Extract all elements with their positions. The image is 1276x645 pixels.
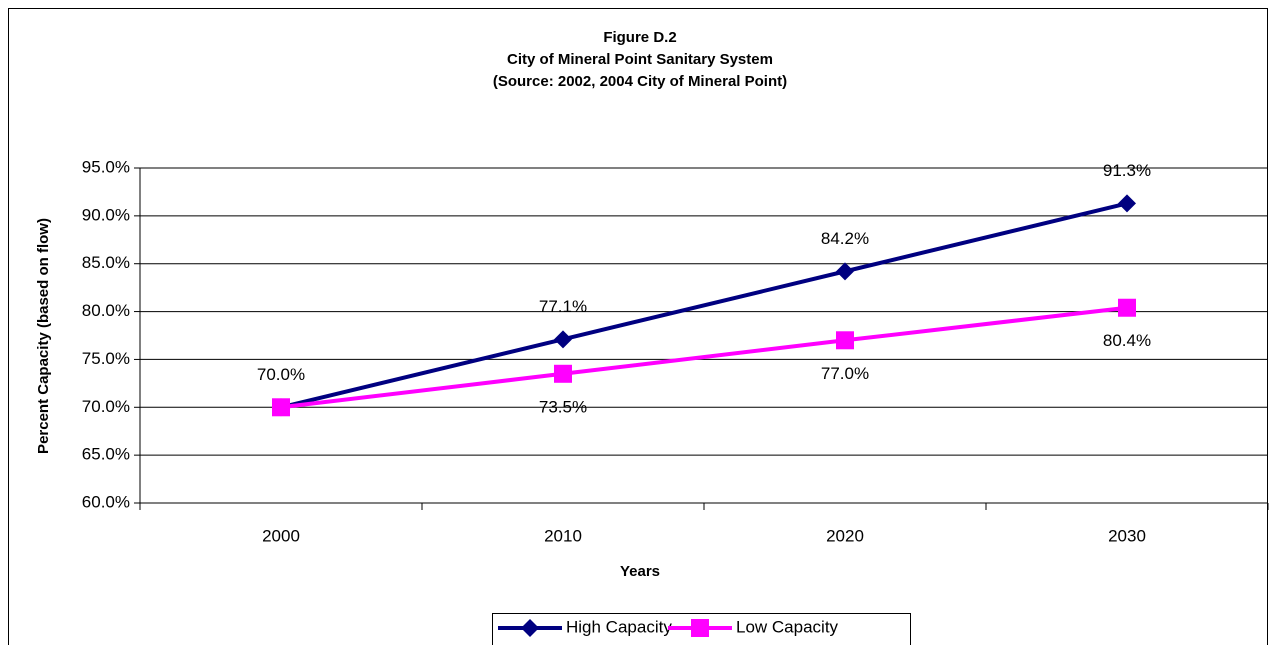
data-label: 73.5% <box>539 397 587 416</box>
x-tick-label: 2000 <box>262 526 300 545</box>
x-tick-label: 2010 <box>544 526 582 545</box>
data-label: 84.2% <box>821 229 869 248</box>
y-tick-label: 60.0% <box>82 492 130 511</box>
chart-frame <box>8 8 1268 645</box>
x-axis-label: Years <box>620 563 660 580</box>
data-label: 80.4% <box>1103 331 1151 350</box>
legend-marker <box>521 619 539 637</box>
chart-source: (Source: 2002, 2004 City of Mineral Poin… <box>493 73 787 90</box>
y-tick-label: 65.0% <box>82 445 130 464</box>
point-marker <box>1118 298 1136 317</box>
chart-subtitle: City of Mineral Point Sanitary System <box>507 51 773 68</box>
y-tick-label: 75.0% <box>82 349 130 368</box>
point-marker <box>272 398 290 417</box>
chart-title: Figure D.2 <box>603 29 676 46</box>
point-marker <box>554 330 572 349</box>
y-tick-label: 90.0% <box>82 205 130 224</box>
series-line <box>280 305 1128 410</box>
y-tick-label: 80.0% <box>82 301 130 320</box>
legend-label: High Capacity <box>566 617 672 636</box>
point-marker <box>1118 194 1136 213</box>
y-tick-label: 95.0% <box>82 157 130 176</box>
data-label: 77.1% <box>539 297 587 316</box>
y-tick-label: 85.0% <box>82 253 130 272</box>
y-axis-label: Percent Capacity (based on flow) <box>35 218 52 454</box>
data-label: 70.0% <box>257 365 305 384</box>
series-line <box>280 201 1128 410</box>
y-tick-label: 70.0% <box>82 397 130 416</box>
data-label: 77.0% <box>821 364 869 383</box>
x-tick-label: 2030 <box>1108 526 1146 545</box>
point-marker <box>554 364 572 383</box>
x-tick-label: 2020 <box>826 526 864 545</box>
data-label: 91.3% <box>1103 161 1151 180</box>
point-marker <box>836 331 854 350</box>
legend-label: Low Capacity <box>736 617 839 636</box>
legend-marker <box>691 619 709 637</box>
point-marker <box>836 262 854 281</box>
